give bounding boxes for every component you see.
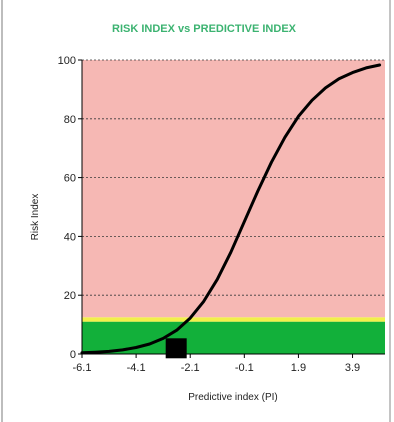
x-axis-title: Predictive index (PI) — [188, 392, 277, 403]
y-tick-label-2: 40 — [64, 231, 76, 243]
y-tick-label-0: 0 — [70, 349, 76, 361]
zone-band-2 — [82, 60, 385, 318]
zone-bands — [82, 60, 385, 354]
axes — [81, 60, 385, 355]
x-tick-label-0: -6.1 — [73, 362, 92, 374]
y-tick-label-3: 60 — [64, 173, 76, 185]
y-tick-label-4: 80 — [64, 114, 76, 126]
x-tick-label-2: -2.1 — [181, 362, 200, 374]
x-tick-label-3: -0.1 — [235, 362, 254, 374]
series-group — [80, 63, 382, 355]
y-axis-ticks: 0 20 40 60 80 100 — [58, 55, 82, 361]
grid-lines — [82, 59, 385, 296]
y-axis-title: Risk Index — [30, 194, 41, 241]
x-tick-label-1: -4.1 — [127, 362, 146, 374]
zone-band-1 — [82, 317, 385, 322]
y-tick-label-5: 100 — [58, 55, 76, 67]
series-line-0 — [80, 63, 382, 355]
marker-group — [165, 338, 187, 359]
x-axis-ticks: -6.1 -4.1 -2.1 -0.1 1.9 3.9 — [73, 354, 360, 374]
y-tick-label-1: 20 — [64, 290, 76, 302]
chart-title: RISK INDEX vs PREDICTIVE INDEX — [112, 23, 297, 35]
x-tick-label-4: 1.9 — [291, 362, 306, 374]
patient-marker — [165, 338, 187, 359]
window-right-border — [389, 0, 391, 422]
x-tick-label-5: 3.9 — [345, 362, 360, 374]
window-left-border — [1, 0, 3, 422]
